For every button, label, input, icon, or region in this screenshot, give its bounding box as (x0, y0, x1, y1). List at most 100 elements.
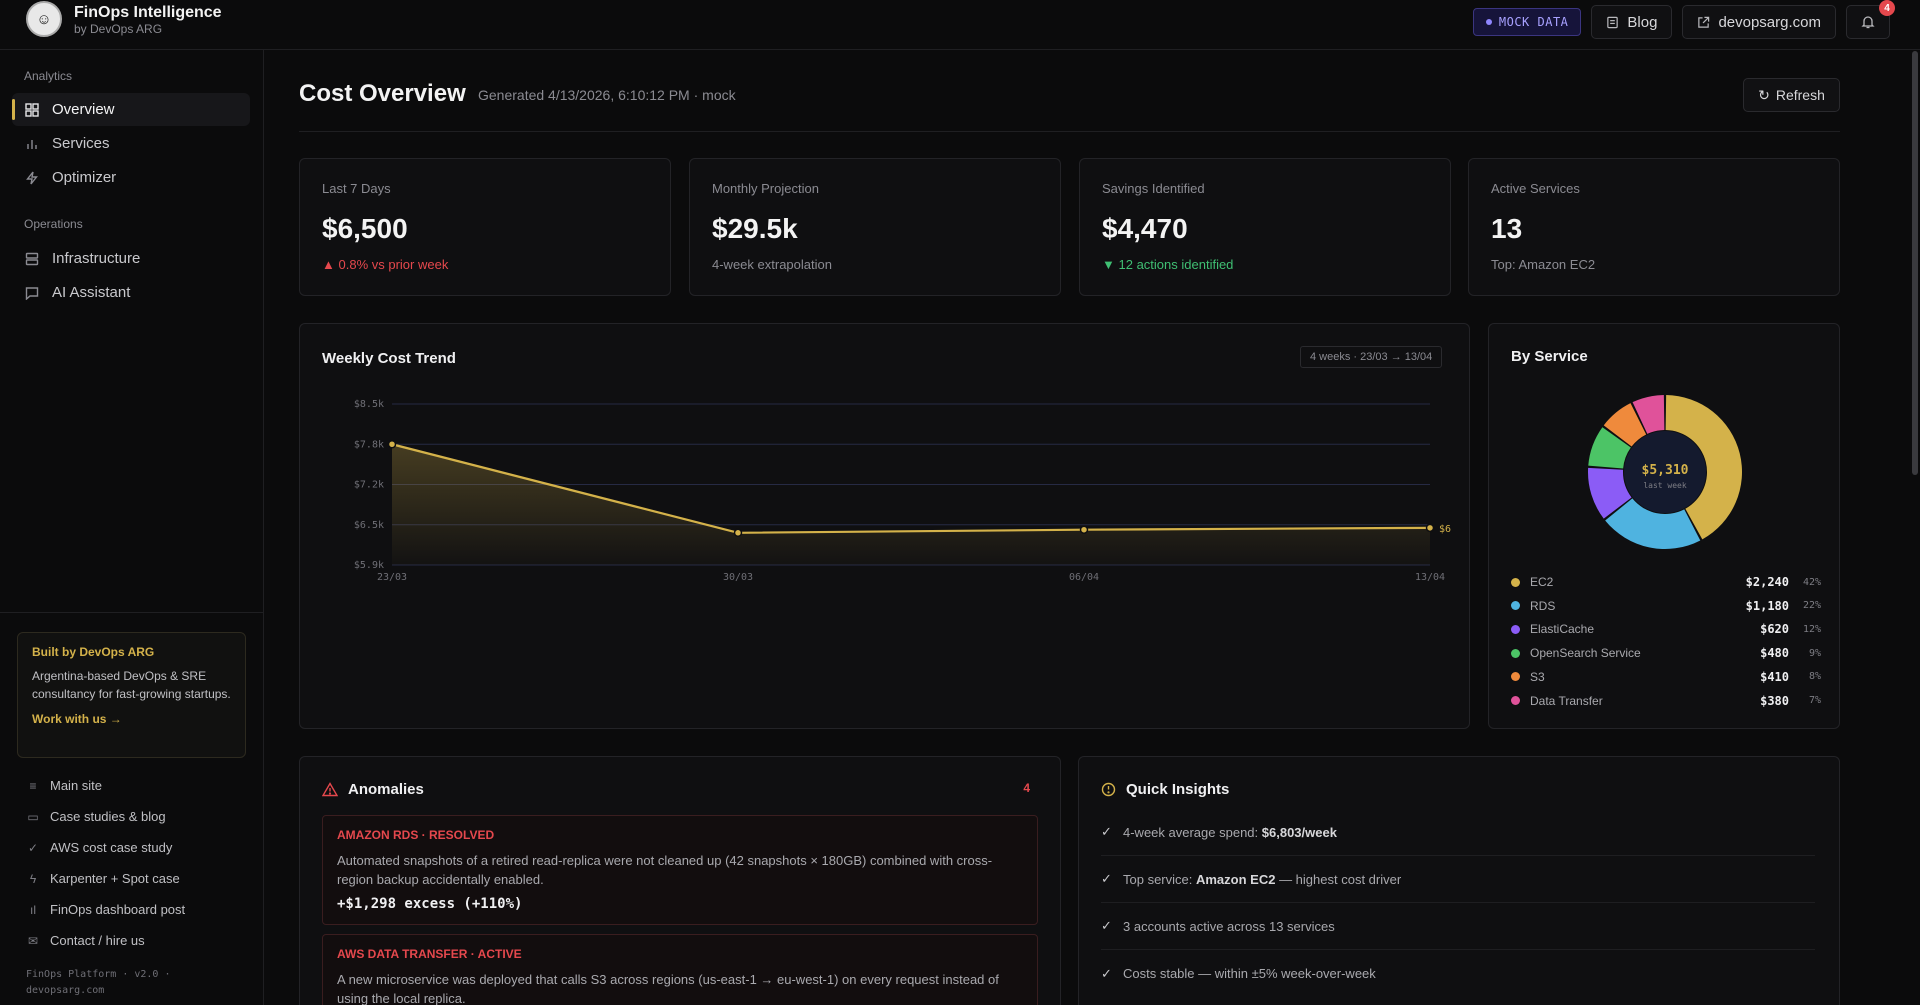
insight-item: ✓ Top service: Amazon EC2 — highest cost… (1101, 856, 1815, 903)
sidebar: Analytics Overview Services Optimizer Op… (0, 50, 264, 1005)
refresh-button[interactable]: ↻ Refresh (1743, 78, 1840, 112)
sidebar-item-infrastructure[interactable]: Infrastructure (12, 242, 250, 275)
section-label-operations: Operations (24, 217, 83, 231)
work-with-us-link[interactable]: Work with us → (32, 712, 122, 726)
donut-slice (1605, 498, 1701, 549)
blog-button[interactable]: Blog (1591, 5, 1673, 39)
trend-point (733, 528, 743, 538)
legend-dot-icon (1511, 672, 1520, 682)
app-title: FinOps Intelligence (74, 3, 222, 21)
donut-center (1624, 431, 1706, 513)
promo-title: Built by DevOps ARG (32, 645, 155, 659)
kpi-foot: 4-week extrapolation (712, 257, 832, 272)
mail-icon: ✉ (27, 933, 39, 948)
kpi-value: $29.5k (712, 213, 798, 244)
link-contact[interactable]: ✉ Contact / hire us (27, 933, 145, 948)
donut-center-label: last week (1643, 481, 1687, 490)
anomalies-header: Anomalies (322, 781, 424, 798)
page-title: Cost Overview (299, 80, 466, 107)
trend-up-icon: ▲ (322, 257, 335, 272)
legend-item[interactable]: Data Transfer $380 7% (1511, 692, 1821, 710)
bell-icon (1861, 16, 1875, 29)
brand[interactable]: ☺ FinOps Intelligence by DevOps ARG (26, 1, 222, 37)
anomaly-heading: AMAZON RDS · RESOLVED (337, 828, 495, 842)
kpi-card-savings: Savings Identified $4,470 ▼ 12 actions i… (1079, 158, 1451, 296)
notifications-button[interactable]: 4 (1846, 0, 1895, 39)
check-icon: ✓ (1101, 871, 1112, 886)
donut-slice (1665, 395, 1742, 540)
trend-point (387, 440, 397, 449)
legend-value: $1,180 (1745, 598, 1789, 613)
x-tick-label: 30/03 (723, 572, 753, 583)
donut-slice (1603, 403, 1647, 447)
anomaly-description: A new microservice was deployed that cal… (337, 972, 999, 1005)
kpi-label: Savings Identified (1102, 181, 1205, 196)
sidebar-item-services[interactable]: Services (12, 127, 250, 160)
site-link-button[interactable]: devopsarg.com (1682, 5, 1836, 39)
anomaly-item[interactable]: AMAZON RDS · RESOLVED Automated snapshot… (322, 815, 1038, 925)
grid-icon (24, 102, 40, 118)
bar-chart-icon: ıl (30, 902, 36, 917)
promo-card: Built by DevOps ARG Argentina-based DevO… (17, 632, 246, 758)
legend-percent: 42% (1802, 576, 1821, 588)
sidebar-item-overview[interactable]: Overview (12, 93, 250, 126)
lightning-icon: ϟ (29, 871, 37, 886)
insight-item: ✓ Costs stable — within ±5% week-over-we… (1101, 965, 1376, 982)
kpi-value: 13 (1491, 213, 1523, 244)
trend-area (392, 444, 1430, 565)
legend-item[interactable]: ElastiCache $620 12% (1511, 620, 1821, 638)
kpi-card-active-services: Active Services 13 Top: Amazon EC2 (1468, 158, 1840, 296)
anomaly-impact: +$1,298 excess (+110%) (337, 896, 523, 912)
insight-item: ✓ 3 accounts active across 13 services (1101, 903, 1815, 950)
y-tick-label: $7.8k (354, 439, 384, 450)
donut-slice (1588, 467, 1632, 519)
legend-name: ElastiCache (1530, 622, 1595, 637)
trend-line (391, 443, 1431, 534)
anomaly-item[interactable]: AWS DATA TRANSFER · ACTIVE A new microse… (322, 934, 1038, 1005)
clock-icon (1101, 782, 1116, 797)
sidebar-item-optimizer[interactable]: Optimizer (12, 161, 250, 194)
donut-center-value: $5,310 (1642, 463, 1689, 478)
section-label-analytics: Analytics (24, 69, 73, 83)
sidebar-footer: FinOps Platform · v2.0 · devopsarg.com (26, 969, 171, 996)
legend-percent: 9% (1808, 647, 1821, 659)
top-bar: ☺ FinOps Intelligence by DevOps ARG MOCK… (0, 0, 1920, 50)
anomalies-card: Anomalies 4 AMAZON RDS · RESOLVED Automa… (299, 756, 1061, 1005)
legend-item[interactable]: S3 $410 8% (1511, 668, 1821, 686)
by-service-title: By Service (1511, 348, 1588, 365)
legend-percent: 12% (1802, 623, 1821, 635)
notification-count-badge: 4 (1879, 0, 1895, 16)
y-tick-label: $6.5k (354, 520, 384, 531)
header-divider (299, 131, 1840, 132)
insights-header: Quick Insights (1101, 781, 1229, 798)
link-main-site[interactable]: ≡ Main site (26, 778, 102, 793)
legend-dot-icon (1511, 624, 1520, 634)
link-karpenter-case[interactable]: ϟ Karpenter + Spot case (26, 871, 180, 886)
legend-dot-icon (1511, 577, 1520, 587)
sidebar-item-label: Services (52, 135, 110, 152)
check-icon: ✓ (1101, 965, 1112, 981)
legend-value: $410 (1760, 669, 1789, 684)
kpi-card-last-7-days: Last 7 Days $6,500 ▲ 0.8% vs prior week (299, 158, 671, 296)
link-aws-case-study[interactable]: ✓ AWS cost case study (27, 840, 173, 855)
legend-dot-icon (1511, 696, 1520, 705)
kpi-label: Active Services (1491, 181, 1580, 196)
legend-item[interactable]: RDS $1,180 22% (1511, 597, 1821, 615)
legend-item[interactable]: OpenSearch Service $480 9% (1511, 644, 1821, 662)
insight-item: ✓ 4-week average spend: $6,803/week (1101, 809, 1815, 856)
check-icon: ✓ (1101, 824, 1112, 839)
page-scrollbar[interactable] (1912, 51, 1918, 475)
link-finops-post[interactable]: ıl FinOps dashboard post (26, 902, 185, 917)
legend-name: Data Transfer (1530, 693, 1603, 708)
external-link-icon (1698, 16, 1710, 28)
legend-item[interactable]: EC2 $2,240 42% (1511, 573, 1821, 591)
mock-dot-icon (1485, 19, 1492, 25)
link-case-studies[interactable]: ▭ Case studies & blog (27, 809, 166, 824)
y-tick-label: $7.2k (354, 480, 384, 491)
end-value-label: $6 (1439, 524, 1451, 535)
mock-data-badge: MOCK DATA (1472, 8, 1582, 36)
kpi-label: Last 7 Days (322, 181, 391, 196)
weekly-cost-trend-card: Weekly Cost Trend 4 weeks · 23/03 → 13/0… (299, 323, 1470, 729)
sidebar-item-ai-assistant[interactable]: AI Assistant (12, 276, 250, 309)
